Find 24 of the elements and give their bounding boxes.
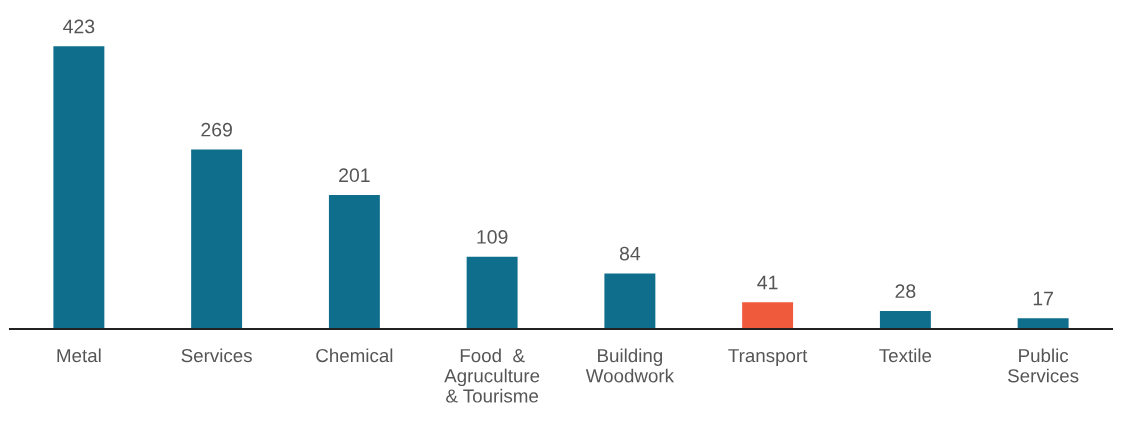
- x-tick-label: Food & Agruculture & Tourisme: [444, 348, 540, 403]
- bar: [52, 44, 106, 329]
- x-tick-label: Metal: [57, 348, 101, 363]
- bar: [327, 193, 382, 329]
- bar: [189, 148, 244, 329]
- bar: [740, 300, 795, 329]
- x-tick-label: Building Woodwork: [585, 348, 675, 383]
- x-tick-label: Public Services: [1008, 348, 1079, 383]
- data-label: 201: [339, 168, 370, 183]
- bar: [465, 255, 519, 329]
- x-tick-label: Chemical: [316, 348, 393, 363]
- bar: [1016, 316, 1070, 329]
- data-label: 17: [1033, 291, 1053, 306]
- bar: [603, 272, 657, 329]
- bar: [878, 309, 933, 329]
- data-label: 109: [477, 230, 508, 244]
- data-label: 269: [201, 122, 232, 137]
- x-tick-label: Transport: [728, 349, 808, 366]
- data-label: 41: [757, 275, 778, 290]
- x-tick-label: Textile: [879, 348, 932, 363]
- data-label: 84: [619, 246, 641, 261]
- x-tick-label: Services: [181, 348, 252, 363]
- data-label: 423: [63, 19, 95, 34]
- data-label: 28: [895, 284, 916, 299]
